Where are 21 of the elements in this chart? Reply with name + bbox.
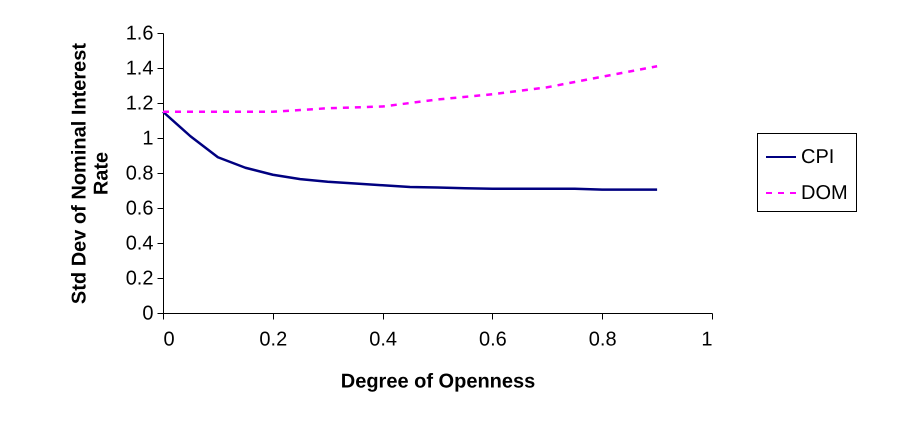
x-axis-title: Degree of Openness bbox=[340, 370, 536, 392]
y-tick-label: 0 bbox=[142, 302, 154, 324]
line-series bbox=[162, 110, 658, 191]
legend-label: DOM bbox=[801, 182, 848, 204]
x-tick-label: 1 bbox=[701, 328, 712, 350]
x-tick-label: 0.4 bbox=[369, 328, 398, 350]
y-tick-label: 1.2 bbox=[126, 92, 154, 114]
y-tick-label: 1.6 bbox=[126, 22, 154, 44]
y-axis-title: Std Dev of Nominal Interest Rate bbox=[68, 42, 113, 304]
x-tick-label: 0 bbox=[164, 328, 175, 350]
legend-label: CPI bbox=[801, 146, 834, 168]
y-tick-label: 0.2 bbox=[126, 268, 154, 290]
y-tick-label: 1 bbox=[142, 128, 154, 150]
x-tick-label: 0.2 bbox=[259, 328, 288, 350]
line-series bbox=[162, 65, 658, 113]
y-tick-label: 0.8 bbox=[126, 162, 154, 184]
y-tick-label: 0.4 bbox=[126, 232, 154, 254]
x-tick-label: 0.8 bbox=[588, 328, 617, 350]
y-tick-label: 0.6 bbox=[126, 198, 154, 220]
y-tick-label: 1.4 bbox=[126, 58, 154, 80]
x-tick-label: 0.6 bbox=[478, 328, 507, 350]
